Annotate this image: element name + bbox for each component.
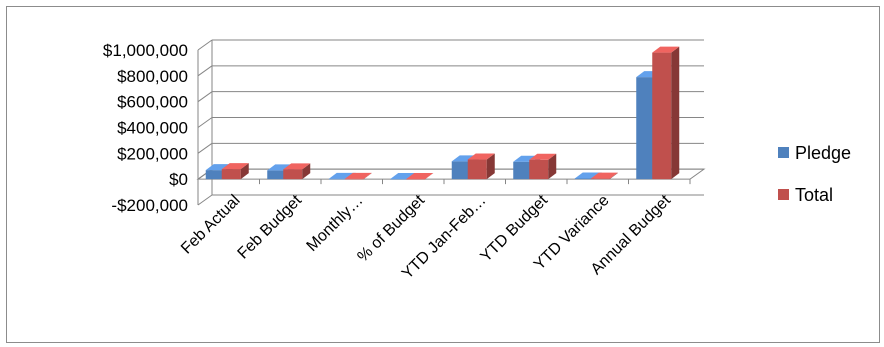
bar-side bbox=[240, 163, 249, 180]
bar-top bbox=[652, 46, 680, 53]
y-tick-label: $600,000 bbox=[117, 93, 188, 112]
bar-front bbox=[328, 178, 348, 180]
bar-front bbox=[205, 170, 225, 180]
bar-front bbox=[283, 169, 303, 180]
gridline-side bbox=[197, 65, 213, 77]
bar-front bbox=[267, 170, 287, 180]
gridline-side bbox=[197, 39, 213, 51]
bar-top bbox=[221, 163, 249, 170]
gridline-side bbox=[197, 142, 213, 154]
y-tick-label: $200,000 bbox=[117, 144, 188, 163]
gridline-side bbox=[197, 117, 213, 128]
bar-front bbox=[636, 77, 656, 180]
bar-top bbox=[406, 173, 434, 180]
y-tick-label: -$200,000 bbox=[111, 196, 188, 215]
bar-front bbox=[451, 161, 471, 180]
bar-side bbox=[548, 153, 557, 180]
bar-front bbox=[221, 169, 241, 180]
legend-label: Pledge bbox=[795, 143, 851, 163]
bar-front bbox=[467, 159, 487, 180]
bar-side bbox=[425, 173, 434, 180]
y-tick-label: $0 bbox=[169, 170, 188, 189]
bar-side bbox=[609, 172, 618, 180]
bar-top bbox=[529, 153, 557, 160]
gridline-side bbox=[197, 91, 213, 103]
bar-side bbox=[302, 163, 311, 180]
bar-front bbox=[406, 179, 426, 180]
bar-side bbox=[486, 153, 495, 180]
bar-top bbox=[344, 172, 372, 179]
legend-swatch bbox=[778, 147, 789, 158]
chart-frame bbox=[6, 6, 880, 343]
bar-top bbox=[467, 153, 495, 160]
bar-top bbox=[283, 163, 311, 170]
bar-top bbox=[590, 172, 618, 179]
y-tick-label: $400,000 bbox=[117, 119, 188, 138]
bar-front bbox=[574, 178, 594, 180]
bar-front bbox=[590, 178, 610, 180]
category-label: Feb Budget bbox=[235, 192, 306, 263]
gridline-side bbox=[197, 194, 213, 206]
bar-front bbox=[344, 178, 364, 180]
bar-front bbox=[652, 52, 672, 180]
legend-label: Total bbox=[795, 185, 833, 205]
bar-front bbox=[390, 179, 410, 180]
bar-side bbox=[363, 172, 372, 180]
y-tick-label: $1,000,000 bbox=[103, 41, 188, 60]
bar-side bbox=[671, 46, 680, 180]
bar-front bbox=[529, 159, 549, 180]
bar-front bbox=[513, 161, 533, 180]
legend-swatch bbox=[778, 189, 789, 200]
category-label: Monthly… bbox=[304, 192, 367, 255]
y-tick-label: $800,000 bbox=[117, 67, 188, 86]
